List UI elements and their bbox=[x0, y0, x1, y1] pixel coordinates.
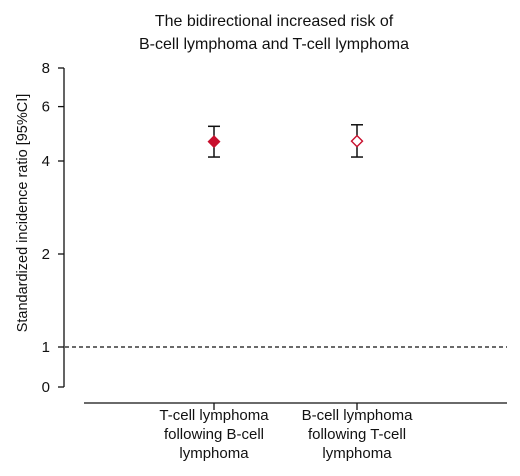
y-tick-label: 8 bbox=[42, 60, 50, 77]
x-axis-ticks: T-cell lymphoma following B-cell lymphoma B… bbox=[159, 403, 413, 462]
x-category-label: following B-cell bbox=[164, 426, 264, 443]
y-axis-ticks: 0 1 2 4 6 8 bbox=[42, 60, 64, 396]
y-tick-label: 0 bbox=[42, 379, 50, 396]
point-estimate-filled-diamond bbox=[207, 135, 221, 149]
x-category-label: B-cell lymphoma bbox=[302, 407, 414, 424]
x-category-label: T-cell lymphoma bbox=[159, 407, 269, 424]
x-category-label: lymphoma bbox=[179, 445, 249, 462]
point-estimate-open-diamond bbox=[350, 134, 364, 148]
y-tick-label: 6 bbox=[42, 99, 50, 116]
y-axis-label: Standardized incidence ratio [95%CI] bbox=[15, 94, 31, 333]
chart-title-line-2: B-cell lymphoma and T-cell lymphoma bbox=[139, 36, 409, 53]
x-category-label: following T-cell bbox=[308, 426, 406, 443]
x-category-label: lymphoma bbox=[322, 445, 392, 462]
chart-title-line-1: The bidirectional increased risk of bbox=[155, 13, 394, 30]
y-tick-label: 4 bbox=[42, 153, 50, 170]
y-tick-label: 1 bbox=[42, 339, 50, 356]
data-marks bbox=[207, 124, 364, 158]
y-tick-label: 2 bbox=[42, 246, 50, 263]
